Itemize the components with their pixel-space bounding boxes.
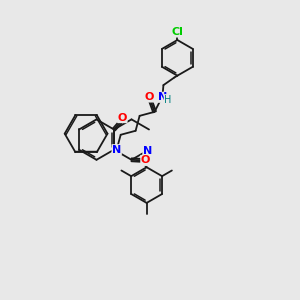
Text: O: O — [118, 112, 127, 123]
Text: H: H — [164, 94, 172, 105]
Text: Cl: Cl — [171, 27, 183, 37]
Text: O: O — [141, 155, 150, 165]
Text: O: O — [145, 92, 154, 102]
Text: N: N — [143, 146, 152, 156]
Text: N: N — [158, 92, 167, 102]
Text: N: N — [112, 145, 121, 155]
